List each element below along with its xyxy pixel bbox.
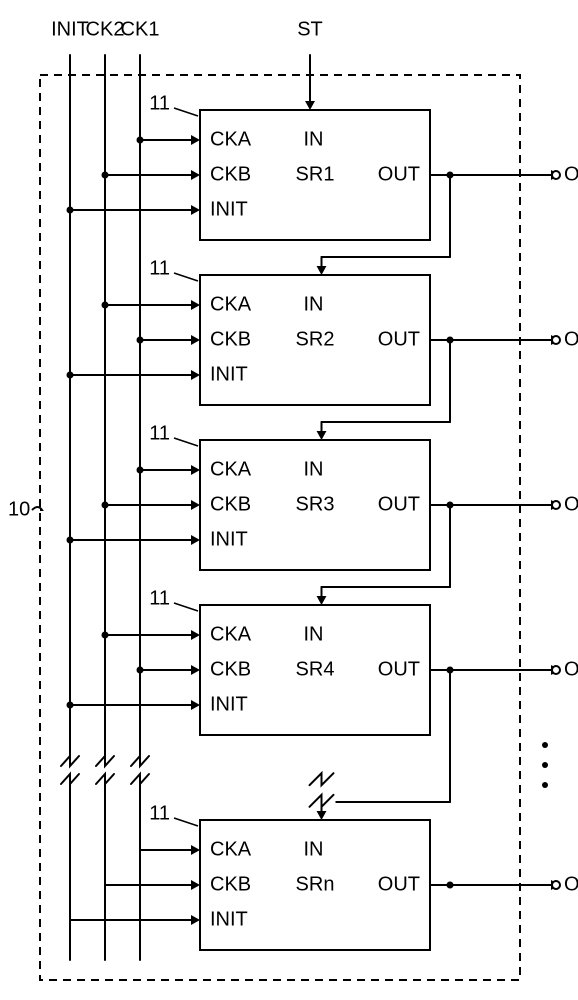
port-out-label: OUT [378, 658, 420, 680]
ellipsis-dot [542, 742, 548, 748]
block-name-sr4: SR4 [296, 658, 335, 680]
output-label-o1: O1 [564, 163, 578, 185]
init-label: INIT [51, 18, 89, 40]
output-label-o3: O3 [564, 493, 578, 515]
port-init-label: INIT [210, 528, 248, 550]
block-ref-5: 11 [149, 802, 170, 824]
port-out-label: OUT [378, 328, 420, 350]
port-init-label: INIT [210, 693, 248, 715]
block-ref-2: 11 [149, 257, 170, 279]
port-in-label: IN [304, 458, 324, 480]
module-ref-label: 10 [8, 498, 30, 520]
port-ckb-label: CKB [210, 873, 251, 895]
output-label-o4: O4 [564, 658, 578, 680]
ellipsis-dot [542, 782, 548, 788]
ellipsis-dot [542, 762, 548, 768]
port-cka-label: CKA [210, 128, 252, 150]
port-init-label: INIT [210, 198, 248, 220]
block-ref-3: 11 [149, 422, 170, 444]
port-cka-label: CKA [210, 458, 252, 480]
port-in-label: IN [304, 623, 324, 645]
port-ckb-label: CKB [210, 493, 251, 515]
port-out-label: OUT [378, 493, 420, 515]
block-name-sr1: SR1 [296, 163, 335, 185]
block-name-sr2: SR2 [296, 328, 335, 350]
port-cka-label: CKA [210, 623, 252, 645]
output-label-on: On [564, 873, 578, 895]
port-init-label: INIT [210, 363, 248, 385]
ck1-label: CK1 [121, 18, 160, 40]
port-init-label: INIT [210, 908, 248, 930]
block-ref-4: 11 [149, 587, 170, 609]
port-in-label: IN [304, 838, 324, 860]
port-cka-label: CKA [210, 293, 252, 315]
block-name-sr3: SR3 [296, 493, 335, 515]
output-label-o2: O2 [564, 328, 578, 350]
block-name-srn: SRn [296, 873, 335, 895]
ck2-label: CK2 [86, 18, 125, 40]
port-ckb-label: CKB [210, 658, 251, 680]
port-out-label: OUT [378, 873, 420, 895]
port-in-label: IN [304, 128, 324, 150]
port-cka-label: CKA [210, 838, 252, 860]
shift-register-diagram: 10INITCK2CK1ST11CKACKBINITINSR1OUTO111CK… [0, 0, 578, 1000]
block-ref-1: 11 [149, 92, 170, 114]
port-out-label: OUT [378, 163, 420, 185]
port-ckb-label: CKB [210, 163, 251, 185]
port-in-label: IN [304, 293, 324, 315]
st-label: ST [297, 18, 323, 40]
port-ckb-label: CKB [210, 328, 251, 350]
